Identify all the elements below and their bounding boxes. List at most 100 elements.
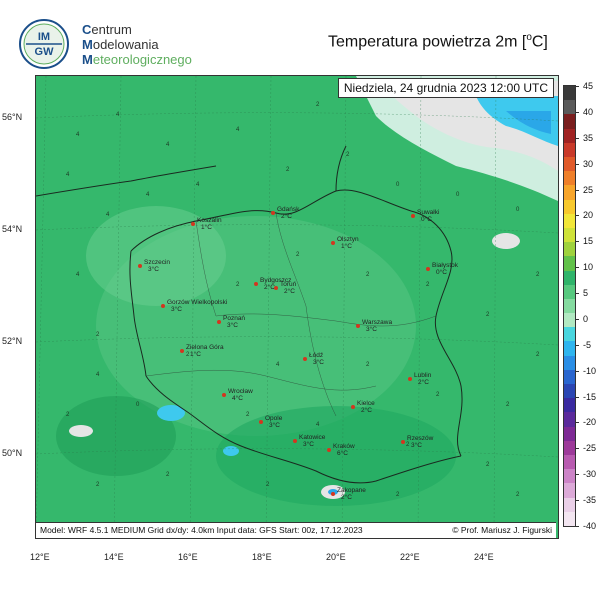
color-scale-tick-label: -35 bbox=[583, 495, 597, 506]
city-dot bbox=[254, 282, 258, 286]
city-temp: 2°C bbox=[341, 494, 352, 501]
color-scale-tick-mark bbox=[575, 370, 579, 372]
color-scale-tick-mark bbox=[575, 241, 579, 243]
city-label: Lublin 2°C bbox=[414, 372, 431, 386]
org-initial-2: M bbox=[82, 37, 93, 52]
city-name: Kielce bbox=[357, 400, 375, 407]
svg-text:2: 2 bbox=[246, 412, 250, 418]
city-dot bbox=[271, 211, 275, 215]
mountain-area bbox=[216, 406, 456, 506]
logo-text-bottom: GW bbox=[35, 46, 55, 58]
city-label: Opole 3°C bbox=[265, 415, 282, 429]
city-name: Rzeszów bbox=[407, 435, 434, 442]
color-scale-tick-label: -5 bbox=[583, 339, 592, 350]
city-label: Suwałki 0°C bbox=[417, 209, 439, 223]
color-scale-segment bbox=[564, 284, 575, 300]
city-name: Białystok bbox=[432, 262, 459, 269]
city-label: Zielona Góra 1°C bbox=[186, 344, 224, 358]
svg-text:2: 2 bbox=[96, 332, 100, 338]
cold-spot-jesenik bbox=[223, 446, 239, 456]
city-name: Zielona Góra bbox=[186, 344, 224, 351]
city-dot bbox=[180, 349, 184, 353]
color-scale-segment bbox=[564, 213, 575, 229]
color-scale-tick-label: -25 bbox=[583, 443, 597, 454]
city-temp: 3°C bbox=[303, 441, 314, 448]
model-info: Model: WRF 4.5.1 MEDIUM Grid dx/dy: 4.0k… bbox=[40, 525, 363, 535]
city-label: Rzeszów 3°C bbox=[407, 435, 433, 449]
city-dot bbox=[411, 214, 415, 218]
title-degree: o bbox=[526, 32, 532, 43]
svg-text:2: 2 bbox=[66, 412, 70, 418]
color-scale-segment bbox=[564, 100, 575, 115]
color-scale-segment bbox=[564, 469, 575, 484]
longitude-label: 16°E bbox=[178, 552, 198, 562]
color-scale-tick-mark bbox=[575, 318, 579, 320]
color-scale-bar bbox=[563, 85, 576, 527]
svg-text:2: 2 bbox=[296, 252, 300, 258]
city-temp: 0°C bbox=[436, 269, 447, 276]
cold-area-sw bbox=[56, 396, 176, 476]
city-label: Kielce 2°C bbox=[357, 400, 375, 414]
org-rest-3: eteorologicznego bbox=[92, 52, 192, 67]
latitude-label: 50°N bbox=[2, 448, 23, 458]
city-label: Olsztyn 1°C bbox=[337, 236, 359, 250]
city-temp: 3°C bbox=[269, 422, 280, 429]
longitude-label: 20°E bbox=[326, 552, 346, 562]
longitude-label: 14°E bbox=[104, 552, 124, 562]
color-scale-segment bbox=[564, 114, 575, 130]
city-dot bbox=[161, 304, 165, 308]
city-name: Kraków bbox=[333, 443, 355, 450]
longitude-label: 18°E bbox=[252, 552, 272, 562]
svg-text:0: 0 bbox=[136, 402, 140, 408]
city-temp: 1°C bbox=[190, 351, 201, 358]
color-scale-tick-label: -15 bbox=[583, 391, 597, 402]
city-dot bbox=[191, 222, 195, 226]
contour-values: 4 4 4 4 2 4 4 4 4 2 2 0 0 0 2 4 2 2 2 2 2 2 2 4 2 4 2 2 2 2 0 2 4 2… bbox=[66, 102, 540, 498]
color-scale-segment bbox=[564, 298, 575, 314]
color-scale-segment bbox=[564, 384, 575, 399]
color-scale-tick-label: 25 bbox=[583, 184, 594, 195]
city-temp: 6°C bbox=[337, 450, 348, 457]
color-scale-segment bbox=[564, 341, 575, 357]
color-scale-tick-label: -10 bbox=[583, 365, 597, 376]
color-scale-tick-mark bbox=[575, 344, 579, 346]
svg-text:2: 2 bbox=[486, 462, 490, 468]
latitude-label: 56°N bbox=[2, 112, 23, 122]
title-main: Temperatura powietrza 2m [ bbox=[328, 33, 527, 51]
city-name: Lublin bbox=[414, 372, 432, 379]
city-name: Gdańsk bbox=[277, 206, 300, 213]
svg-text:2: 2 bbox=[236, 282, 240, 288]
svg-text:2: 2 bbox=[536, 352, 540, 358]
region-borders bbox=[145, 212, 437, 417]
city-name: Gorzów Wielkopolski bbox=[167, 299, 228, 306]
svg-text:2: 2 bbox=[346, 152, 350, 158]
org-rest-1: entrum bbox=[91, 22, 132, 37]
city-temp: 2°C bbox=[361, 407, 372, 414]
city-name: Toruń bbox=[280, 281, 297, 288]
city-temp: 2°C bbox=[264, 284, 275, 291]
color-scale-tick-mark bbox=[575, 163, 579, 165]
color-scale-segment bbox=[564, 227, 575, 243]
city-temp: 3°C bbox=[411, 442, 422, 449]
city-label: Katowice 3°C bbox=[299, 434, 325, 448]
svg-text:4: 4 bbox=[146, 192, 150, 198]
color-scale-tick-label: 45 bbox=[583, 81, 594, 91]
city-dot bbox=[327, 448, 331, 452]
svg-text:4: 4 bbox=[66, 172, 70, 178]
city-name: Wrocław bbox=[228, 388, 253, 395]
longitude-label: 22°E bbox=[400, 552, 420, 562]
color-scale-tick-label: 10 bbox=[583, 262, 594, 273]
color-scale-segment bbox=[564, 455, 575, 470]
freezing-core-ne bbox=[506, 111, 551, 134]
city-temp: 1°C bbox=[201, 224, 212, 231]
svg-text:2: 2 bbox=[486, 312, 490, 318]
longitude-label: 12°E bbox=[30, 552, 50, 562]
color-scale-tick-label: 5 bbox=[583, 288, 589, 299]
svg-text:0: 0 bbox=[516, 207, 520, 213]
svg-text:4: 4 bbox=[316, 422, 320, 428]
color-scale-tick-mark bbox=[575, 293, 579, 295]
cold-spot-west bbox=[69, 425, 93, 437]
city-name: Szczecin bbox=[144, 259, 171, 266]
color-scale-tick-mark bbox=[575, 474, 579, 476]
color-scale-tick-mark bbox=[575, 189, 579, 191]
